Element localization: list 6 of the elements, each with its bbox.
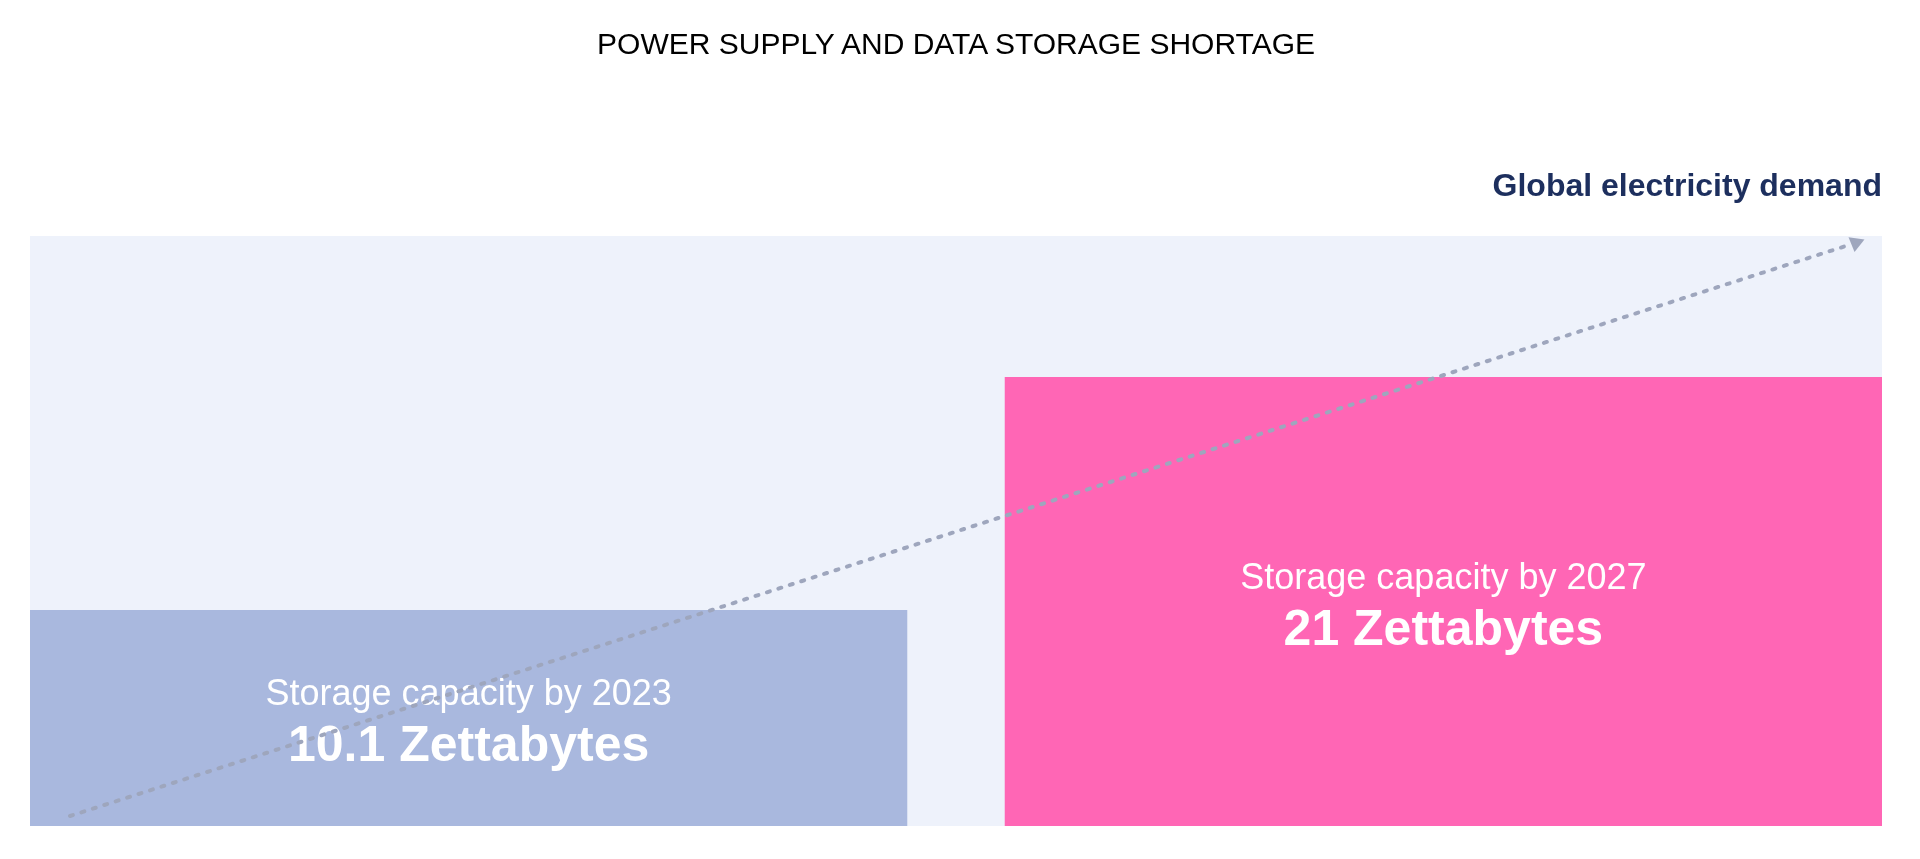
x-tick-label: Storage capacity by 2027 bbox=[1240, 555, 1647, 597]
data-label: 10.1 Zettabytes bbox=[287, 716, 650, 773]
x-tick-label: Storage capacity by 2023 bbox=[265, 672, 672, 714]
chart-title: POWER SUPPLY AND DATA STORAGE SHORTAGE bbox=[597, 27, 1315, 60]
text: Global electricity demand bbox=[1492, 167, 1882, 203]
data-label: 21 Zettabytes bbox=[1283, 599, 1604, 656]
